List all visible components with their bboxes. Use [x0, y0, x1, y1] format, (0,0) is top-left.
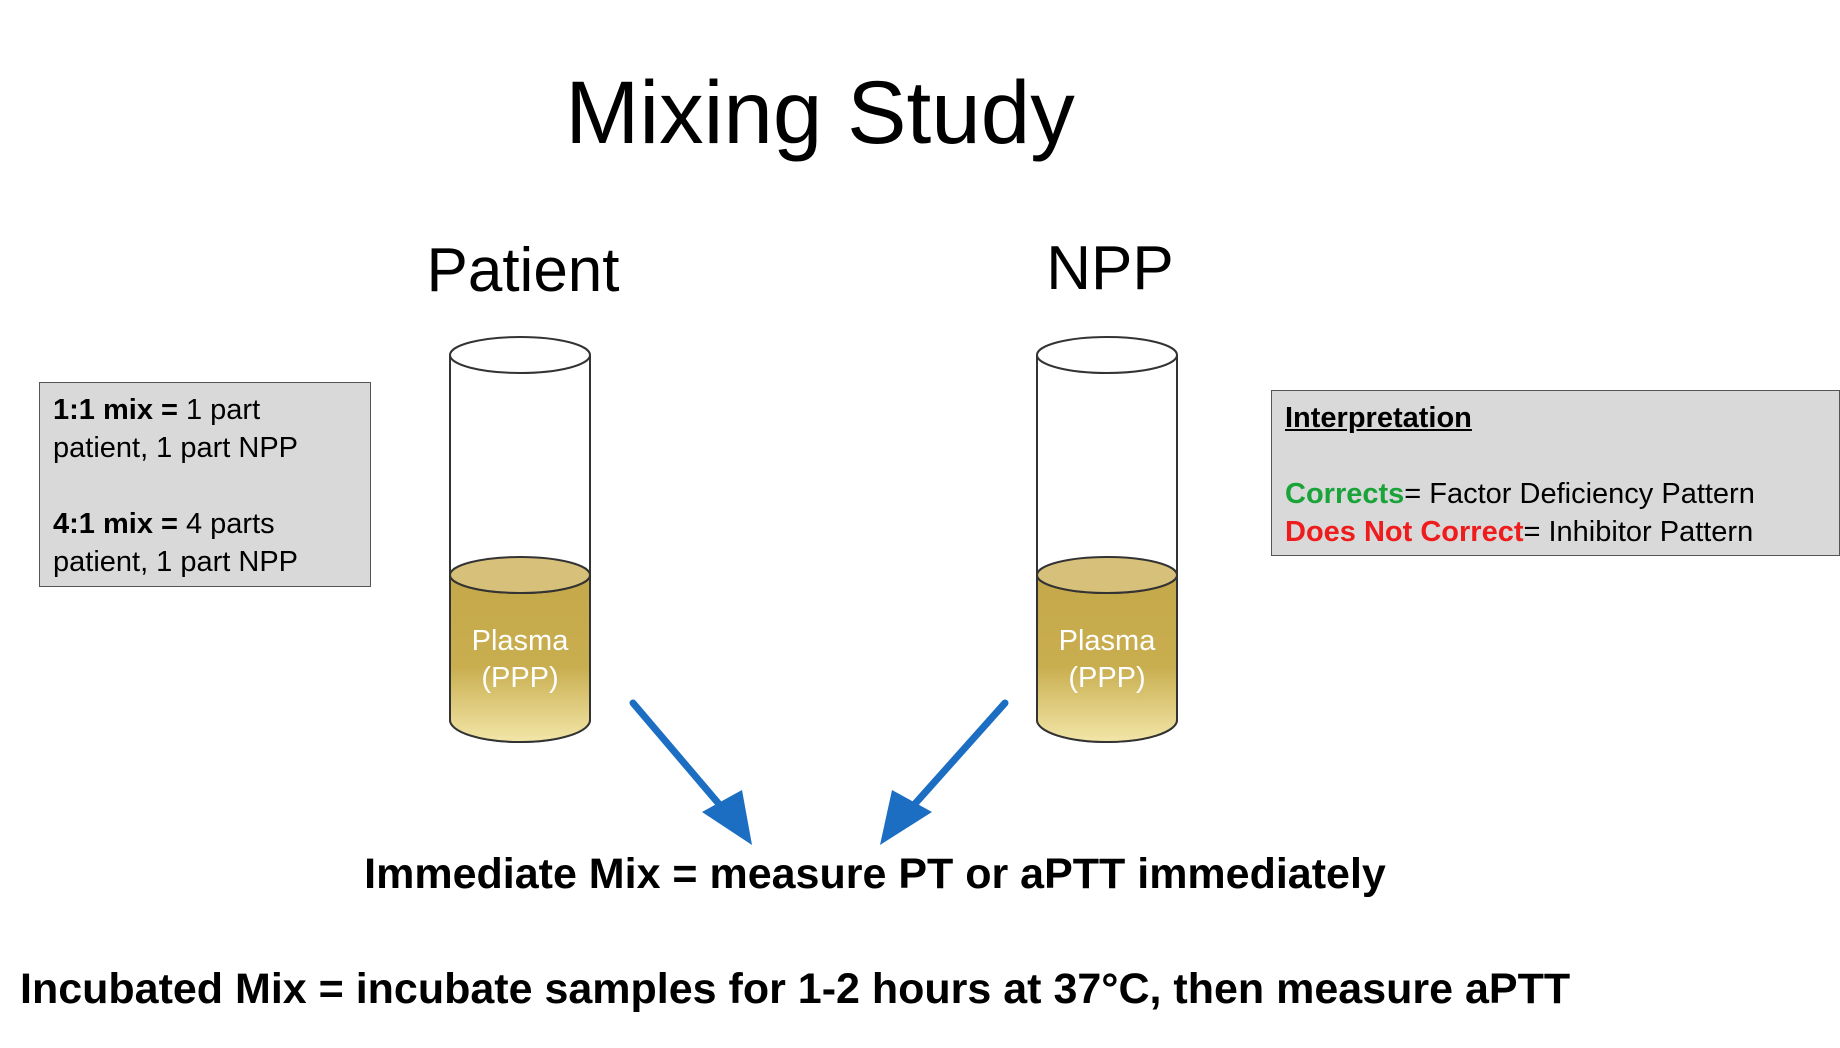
- patient-plasma-label: Plasma: [472, 625, 570, 657]
- right-arrow: [880, 699, 1009, 845]
- incubated-mix-text: Incubated Mix = incubate samples for 1-2…: [20, 965, 1571, 1013]
- npp-plasma: [1036, 574, 1178, 743]
- mix-4-1-text: 4 parts: [177, 508, 275, 540]
- not-correct-line: Does Not Correct= Inhibitor Pattern: [1285, 513, 1826, 551]
- corrects-line: Corrects= Factor Deficiency Pattern: [1285, 475, 1826, 513]
- npp-tube: Plasma (PPP): [1036, 336, 1178, 743]
- not-correct-label: Does Not Correct: [1285, 516, 1524, 548]
- left-arrow: [629, 699, 752, 845]
- mix-1-1-line: 1:1 mix = 1 part: [53, 391, 357, 429]
- interpretation-box: Interpretation Corrects= Factor Deficien…: [1271, 390, 1840, 556]
- npp-ppp-label: (PPP): [1068, 662, 1145, 694]
- mix-4-1-line2: patient, 1 part NPP: [53, 546, 299, 578]
- corrects-label: Corrects: [1285, 478, 1405, 510]
- mix-4-1-label: 4:1 mix =: [53, 508, 178, 540]
- not-correct-text: = Inhibitor Pattern: [1523, 516, 1754, 548]
- patient-ppp-label: (PPP): [481, 662, 558, 694]
- mix-4-1-line: 4:1 mix = 4 parts: [53, 505, 357, 543]
- page-title: Mixing Study: [565, 62, 1075, 162]
- mix-1-1-line2: patient, 1 part NPP: [53, 432, 299, 464]
- patient-tube: Plasma (PPP): [449, 336, 591, 743]
- npp-plasma-label: Plasma: [1059, 625, 1157, 657]
- corrects-text: = Factor Deficiency Pattern: [1404, 478, 1755, 510]
- mix-1-1-text: 1 part: [177, 394, 261, 426]
- interpretation-heading: Interpretation: [1285, 402, 1472, 434]
- patient-plasma: [449, 574, 591, 743]
- patient-label: Patient: [426, 236, 620, 305]
- mix-1-1-label: 1:1 mix =: [53, 394, 178, 426]
- immediate-mix-text: Immediate Mix = measure PT or aPTT immed…: [364, 850, 1386, 898]
- npp-label: NPP: [1046, 234, 1174, 303]
- mix-ratio-box: 1:1 mix = 1 part patient, 1 part NPP 4:1…: [39, 382, 371, 587]
